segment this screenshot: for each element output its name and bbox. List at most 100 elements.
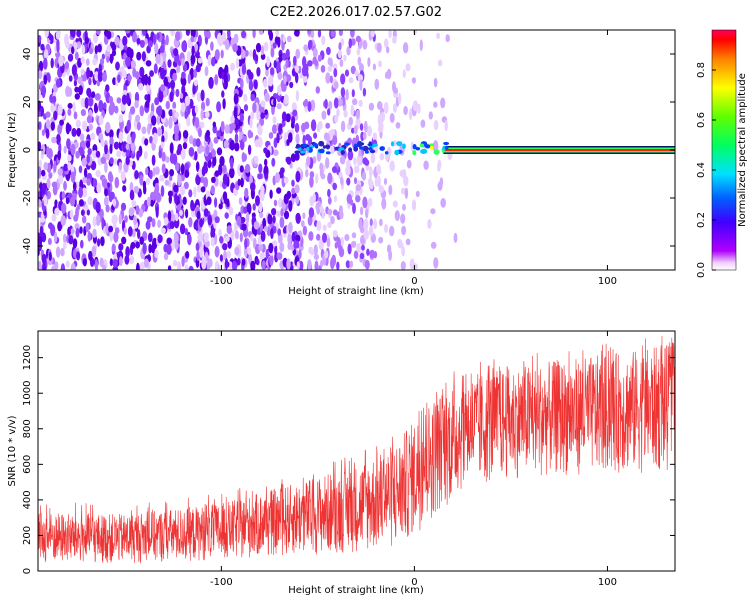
heatmap-cell [126,57,131,67]
heatmap-cell [289,81,294,89]
heatmap-cell [287,242,292,251]
heatmap-cell [241,30,247,39]
heatmap-cell [244,49,249,57]
heatmap-cell [38,89,42,100]
heatmap-cell [41,182,47,195]
signal-blob [429,145,434,150]
heatmap-cell [207,258,213,268]
heatmap-cell [126,92,130,105]
heatmap-cell [346,177,351,186]
heatmap-cell [298,260,304,270]
heatmap-cell [244,163,251,174]
heatmap-cell [214,49,220,61]
signal-blob [357,142,365,146]
heatmap-cell [194,151,198,161]
snr-y-tick-label: 200 [22,526,33,545]
heatmap-cell [327,57,332,66]
heatmap-cell [260,185,265,193]
heatmap-cell [197,57,203,64]
heatmap-cell [87,230,92,242]
heatmap-cell [278,123,283,135]
heatmap-cell [76,204,81,211]
heatmap-cell [330,257,335,270]
heatmap-cell [184,95,191,107]
heatmap-cell [221,90,225,98]
heatmap-cell [259,252,265,260]
heatmap-cell [78,165,83,174]
heatmap-cell [60,215,67,227]
heatmap-cell [100,156,107,164]
heatmap-cell [302,134,306,146]
heatmap-cell [161,135,165,144]
heatmap-cell [259,212,264,219]
heatmap-cell [102,72,107,82]
heatmap-cell [155,206,159,218]
heatmap-cell [409,258,415,270]
heatmap-cell [76,127,82,137]
heatmap-cell [66,138,71,150]
heatmap-cell [228,206,234,216]
heatmap-cell [445,34,450,43]
heatmap-cell [81,187,88,198]
heatmap-cell [423,160,429,170]
heatmap-cell [370,152,376,164]
heatmap-cell [303,44,309,52]
heatmap-cell [94,258,99,270]
heatmap-cell [439,177,444,187]
heatmap-cell [397,92,402,105]
heatmap-cell [165,100,170,110]
heatmap-cell [288,221,293,234]
heatmap-cell [338,42,342,51]
heatmap-cell [256,67,261,77]
heatmap-y-tick-label: 40 [22,48,33,61]
heatmap-cell [436,32,440,39]
heatmap-x-tick-label: -100 [210,276,233,287]
heatmap-cell [72,238,78,249]
heatmap-cell [59,119,64,126]
heatmap-cell [359,206,364,216]
heatmap-cell [217,35,224,47]
heatmap-cell [113,141,120,150]
heatmap-cell [174,111,180,119]
heatmap-cell [138,208,144,218]
signal-blob [318,140,325,147]
snr-x-label: Height of straight line (km) [288,585,424,596]
heatmap-cell [108,192,113,203]
heatmap-cell [176,65,181,73]
heatmap-cell [242,135,247,143]
heatmap-cell [345,88,349,101]
heatmap-cell [298,249,302,259]
heatmap-cell [193,68,198,78]
heatmap-cell [219,254,223,262]
heatmap-cell [82,258,87,267]
heatmap-cell [190,35,194,43]
heatmap-cell [453,232,458,243]
signal-blob [300,150,306,154]
heatmap-cell [97,70,103,83]
heatmap-cell [55,78,61,88]
heatmap-cell [131,228,136,238]
heatmap-y-tick-label: -40 [22,238,33,254]
heatmap-cell [169,142,174,155]
heatmap-cell [327,196,332,205]
heatmap-cell [74,93,81,100]
heatmap-cell [195,174,201,186]
signal-blob [295,143,301,149]
heatmap-cell [292,109,298,117]
heatmap-cell [108,225,114,233]
heatmap-cell [67,53,74,62]
heatmap-cell [199,218,204,228]
heatmap-cell [86,87,92,97]
heatmap-cell [54,207,60,216]
signal-blob [301,143,308,148]
heatmap-cell [401,225,407,236]
heatmap-cell [160,67,166,80]
heatmap-panel: -100 0 100 -40 -20 0 20 40 Height of straight … [7,29,676,297]
heatmap-cell [166,237,172,245]
heatmap-cell [408,108,413,121]
signal-blob [422,150,427,154]
heatmap-cell [46,178,51,189]
heatmap-cell [149,169,153,180]
heatmap-cell [43,194,48,207]
heatmap-cell [277,84,282,96]
